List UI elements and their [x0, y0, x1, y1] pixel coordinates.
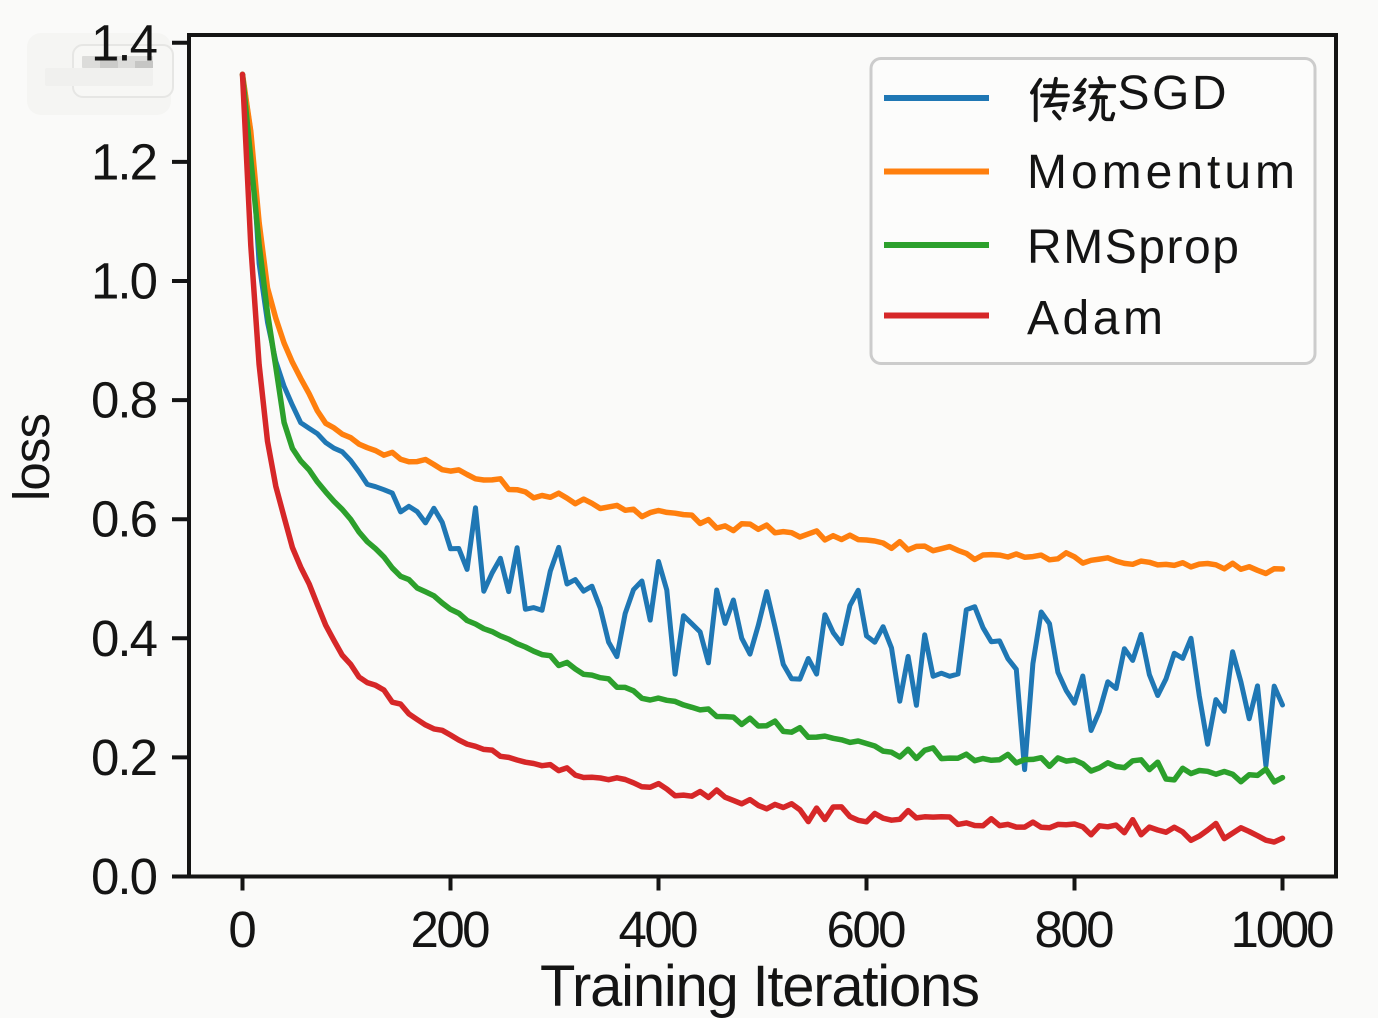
svg-text:1.2: 1.2	[91, 133, 158, 190]
svg-text:400: 400	[619, 901, 699, 958]
svg-text:Momentum: Momentum	[1027, 146, 1295, 199]
svg-text:800: 800	[1035, 901, 1115, 958]
svg-text:RMSprop: RMSprop	[1027, 221, 1239, 274]
svg-text:0.4: 0.4	[91, 610, 158, 667]
svg-text:SGD: SGD	[1118, 67, 1227, 120]
svg-text:1.4: 1.4	[91, 14, 158, 71]
svg-text:Training Iterations: Training Iterations	[540, 954, 980, 1018]
svg-text:0.2: 0.2	[91, 729, 158, 786]
svg-text:1.0: 1.0	[91, 253, 158, 310]
svg-text:0.0: 0.0	[91, 848, 158, 905]
svg-text:0.6: 0.6	[91, 491, 158, 548]
svg-text:0: 0	[228, 901, 256, 958]
svg-text:1000: 1000	[1231, 901, 1335, 958]
svg-text:Adam: Adam	[1027, 292, 1163, 345]
svg-text:loss: loss	[3, 413, 60, 501]
svg-text:600: 600	[827, 901, 907, 958]
svg-text:0.8: 0.8	[91, 372, 158, 429]
svg-text:200: 200	[411, 901, 491, 958]
